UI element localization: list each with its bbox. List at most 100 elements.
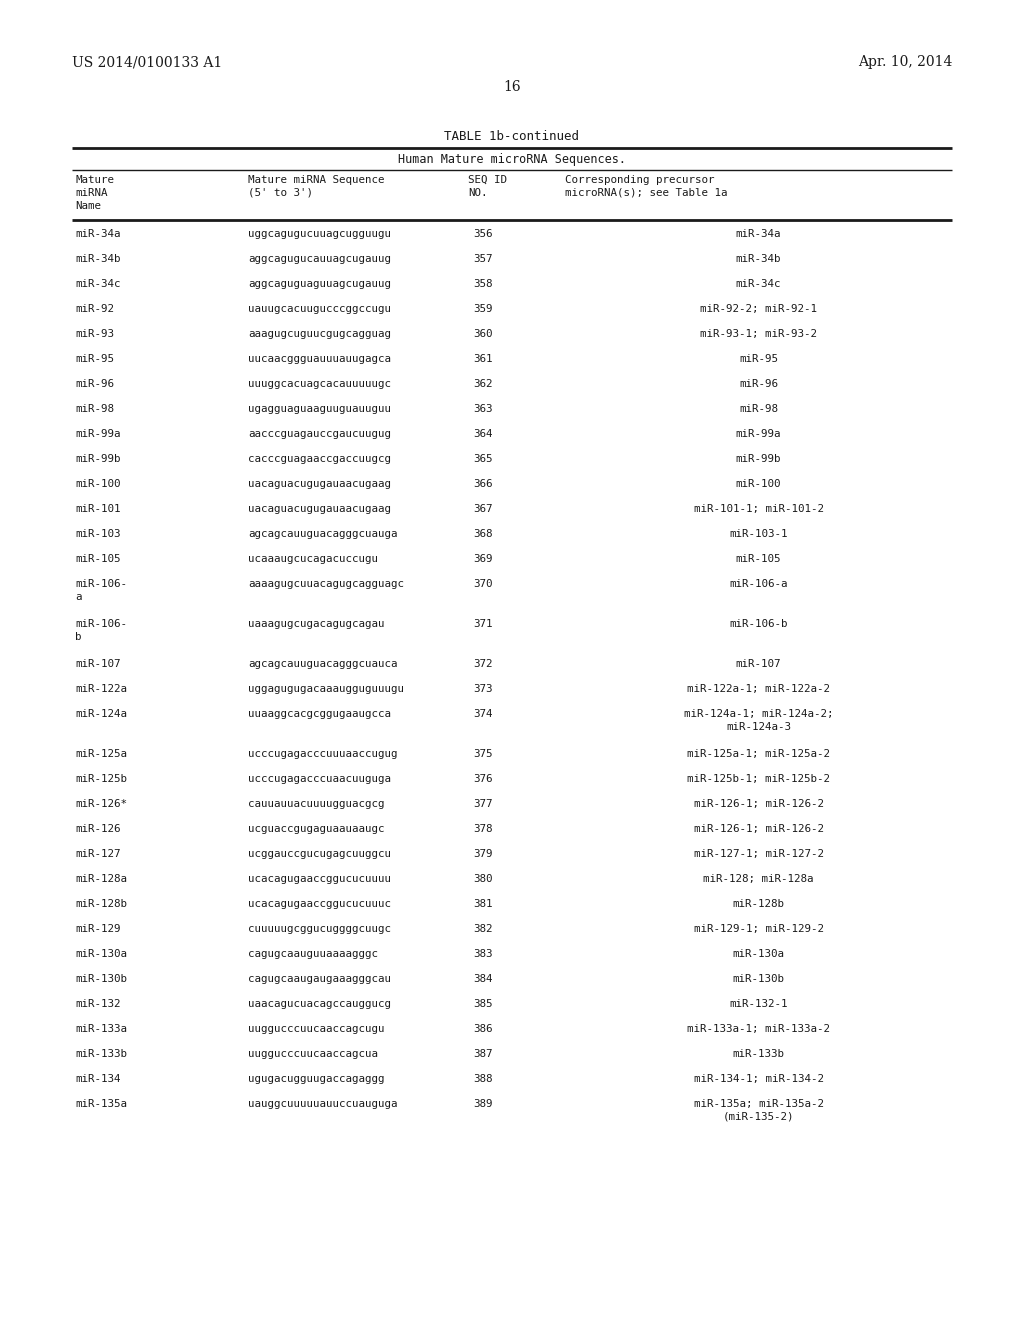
Text: 380: 380	[473, 874, 493, 884]
Text: miR-101: miR-101	[75, 504, 121, 513]
Text: cacccguagaaccgaccuugcg: cacccguagaaccgaccuugcg	[248, 454, 391, 465]
Text: ugugacugguugaccagaggg: ugugacugguugaccagaggg	[248, 1074, 384, 1084]
Text: 378: 378	[473, 824, 493, 834]
Text: agcagcauuguacagggcuauca: agcagcauuguacagggcuauca	[248, 659, 397, 669]
Text: miR-34c: miR-34c	[736, 279, 781, 289]
Text: miR-135a; miR-135a-2
(miR-135-2): miR-135a; miR-135a-2 (miR-135-2)	[693, 1100, 823, 1122]
Text: miR-124a: miR-124a	[75, 709, 127, 719]
Text: cuuuuugcggucuggggcuugc: cuuuuugcggucuggggcuugc	[248, 924, 391, 935]
Text: 358: 358	[473, 279, 493, 289]
Text: Mature miRNA Sequence
(5' to 3'): Mature miRNA Sequence (5' to 3')	[248, 176, 384, 198]
Text: miR-125b-1; miR-125b-2: miR-125b-1; miR-125b-2	[687, 774, 830, 784]
Text: miR-99a: miR-99a	[75, 429, 121, 440]
Text: miR-134-1; miR-134-2: miR-134-1; miR-134-2	[693, 1074, 823, 1084]
Text: miR-107: miR-107	[736, 659, 781, 669]
Text: Human Mature microRNA Sequences.: Human Mature microRNA Sequences.	[398, 153, 626, 166]
Text: Apr. 10, 2014: Apr. 10, 2014	[858, 55, 952, 69]
Text: 384: 384	[473, 974, 493, 983]
Text: aggcaguguaguuagcugauug: aggcaguguaguuagcugauug	[248, 279, 391, 289]
Text: miR-125a-1; miR-125a-2: miR-125a-1; miR-125a-2	[687, 748, 830, 759]
Text: ucccugagacccuuuaaccugug: ucccugagacccuuuaaccugug	[248, 748, 397, 759]
Text: miR-103-1: miR-103-1	[729, 529, 787, 539]
Text: ugagguaguaaguuguauuguu: ugagguaguaaguuguauuguu	[248, 404, 391, 414]
Text: 365: 365	[473, 454, 493, 465]
Text: miR-125a: miR-125a	[75, 748, 127, 759]
Text: uaacagucuacagccauggucg: uaacagucuacagccauggucg	[248, 999, 391, 1008]
Text: miR-92-2; miR-92-1: miR-92-2; miR-92-1	[700, 304, 817, 314]
Text: miR-128a: miR-128a	[75, 874, 127, 884]
Text: uauugcacuugucccggccugu: uauugcacuugucccggccugu	[248, 304, 391, 314]
Text: miR-99a: miR-99a	[736, 429, 781, 440]
Text: miR-99b: miR-99b	[736, 454, 781, 465]
Text: miR-126*: miR-126*	[75, 799, 127, 809]
Text: miR-133a-1; miR-133a-2: miR-133a-1; miR-133a-2	[687, 1024, 830, 1034]
Text: 377: 377	[473, 799, 493, 809]
Text: miR-96: miR-96	[739, 379, 778, 389]
Text: 375: 375	[473, 748, 493, 759]
Text: miR-100: miR-100	[75, 479, 121, 488]
Text: 379: 379	[473, 849, 493, 859]
Text: miR-126-1; miR-126-2: miR-126-1; miR-126-2	[693, 824, 823, 834]
Text: miR-128b: miR-128b	[75, 899, 127, 909]
Text: miR-34b: miR-34b	[75, 253, 121, 264]
Text: miR-98: miR-98	[75, 404, 114, 414]
Text: miR-99b: miR-99b	[75, 454, 121, 465]
Text: miR-134: miR-134	[75, 1074, 121, 1084]
Text: ucaaaugcucagacuccugu: ucaaaugcucagacuccugu	[248, 554, 378, 564]
Text: miR-122a-1; miR-122a-2: miR-122a-1; miR-122a-2	[687, 684, 830, 694]
Text: miR-34b: miR-34b	[736, 253, 781, 264]
Text: miR-129-1; miR-129-2: miR-129-1; miR-129-2	[693, 924, 823, 935]
Text: miR-122a: miR-122a	[75, 684, 127, 694]
Text: miR-34a: miR-34a	[736, 228, 781, 239]
Text: miR-133b: miR-133b	[732, 1049, 784, 1059]
Text: 363: 363	[473, 404, 493, 414]
Text: uuggucccuucaaccagcugu: uuggucccuucaaccagcugu	[248, 1024, 384, 1034]
Text: TABLE 1b-continued: TABLE 1b-continued	[444, 129, 580, 143]
Text: cauuauuacuuuugguacgcg: cauuauuacuuuugguacgcg	[248, 799, 384, 809]
Text: 382: 382	[473, 924, 493, 935]
Text: 387: 387	[473, 1049, 493, 1059]
Text: miR-132-1: miR-132-1	[729, 999, 787, 1008]
Text: uucaacggguauuuauugagca: uucaacggguauuuauugagca	[248, 354, 391, 364]
Text: miR-135a: miR-135a	[75, 1100, 127, 1109]
Text: 371: 371	[473, 619, 493, 630]
Text: miR-127-1; miR-127-2: miR-127-1; miR-127-2	[693, 849, 823, 859]
Text: 370: 370	[473, 579, 493, 589]
Text: 385: 385	[473, 999, 493, 1008]
Text: uacaguacugugauaacugaag: uacaguacugugauaacugaag	[248, 504, 391, 513]
Text: miR-130b: miR-130b	[75, 974, 127, 983]
Text: miR-96: miR-96	[75, 379, 114, 389]
Text: Mature
miRNA
Name: Mature miRNA Name	[75, 176, 114, 211]
Text: miR-105: miR-105	[75, 554, 121, 564]
Text: uuuggcacuagcacauuuuugc: uuuggcacuagcacauuuuugc	[248, 379, 391, 389]
Text: uggagugugacaaaugguguuugu: uggagugugacaaaugguguuugu	[248, 684, 404, 694]
Text: uaaagugcugacagugcagau: uaaagugcugacagugcagau	[248, 619, 384, 630]
Text: ucacagugaaccggucucuuuu: ucacagugaaccggucucuuuu	[248, 874, 391, 884]
Text: miR-128; miR-128a: miR-128; miR-128a	[703, 874, 814, 884]
Text: miR-106-
a: miR-106- a	[75, 579, 127, 602]
Text: uuaaggcacgcggugaaugcca: uuaaggcacgcggugaaugcca	[248, 709, 391, 719]
Text: miR-125b: miR-125b	[75, 774, 127, 784]
Text: ucccugagacccuaacuuguga: ucccugagacccuaacuuguga	[248, 774, 391, 784]
Text: miR-93-1; miR-93-2: miR-93-1; miR-93-2	[700, 329, 817, 339]
Text: miR-133a: miR-133a	[75, 1024, 127, 1034]
Text: miR-130a: miR-130a	[732, 949, 784, 960]
Text: cagugcaauguuaaaagggc: cagugcaauguuaaaagggc	[248, 949, 378, 960]
Text: 381: 381	[473, 899, 493, 909]
Text: ucguaccgugaguaauaaugc: ucguaccgugaguaauaaugc	[248, 824, 384, 834]
Text: miR-93: miR-93	[75, 329, 114, 339]
Text: miR-92: miR-92	[75, 304, 114, 314]
Text: aacccguagauccgaucuugug: aacccguagauccgaucuugug	[248, 429, 391, 440]
Text: miR-126: miR-126	[75, 824, 121, 834]
Text: miR-95: miR-95	[75, 354, 114, 364]
Text: 388: 388	[473, 1074, 493, 1084]
Text: 374: 374	[473, 709, 493, 719]
Text: 386: 386	[473, 1024, 493, 1034]
Text: agcagcauuguacagggcuauga: agcagcauuguacagggcuauga	[248, 529, 397, 539]
Text: miR-132: miR-132	[75, 999, 121, 1008]
Text: 356: 356	[473, 228, 493, 239]
Text: miR-98: miR-98	[739, 404, 778, 414]
Text: miR-126-1; miR-126-2: miR-126-1; miR-126-2	[693, 799, 823, 809]
Text: 389: 389	[473, 1100, 493, 1109]
Text: miR-101-1; miR-101-2: miR-101-1; miR-101-2	[693, 504, 823, 513]
